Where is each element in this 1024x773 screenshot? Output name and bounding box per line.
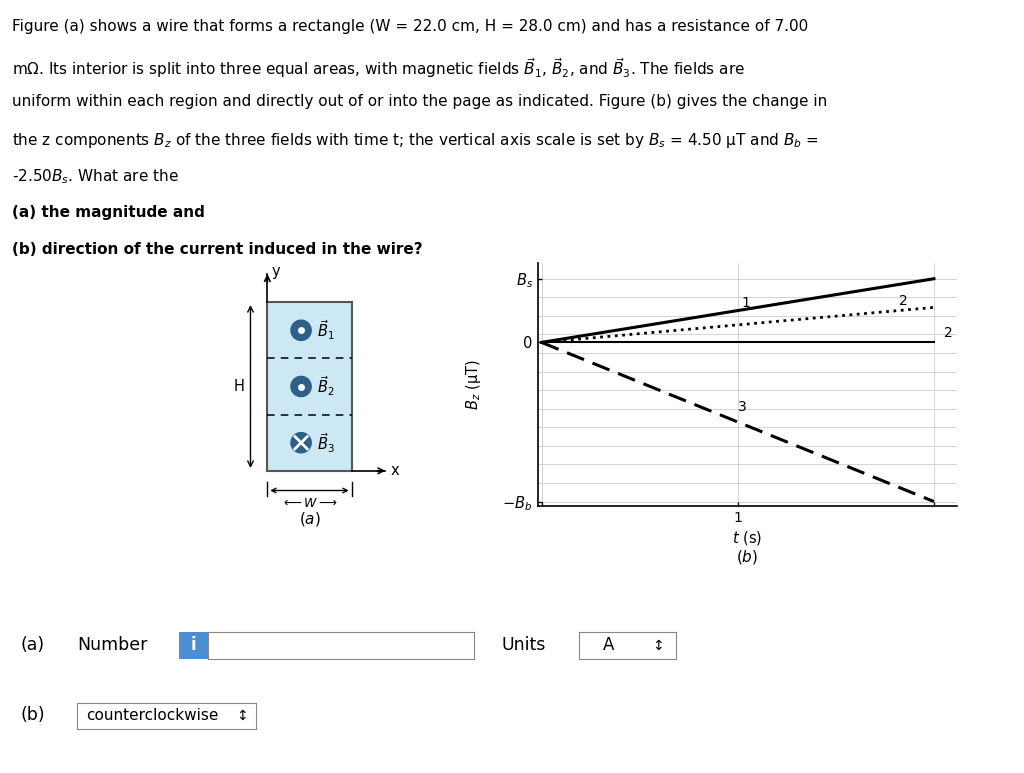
Circle shape bbox=[291, 376, 311, 397]
Text: mΩ. Its interior is split into three equal areas, with magnetic fields $\vec{B}_: mΩ. Its interior is split into three equ… bbox=[12, 56, 745, 80]
Text: (b): (b) bbox=[20, 706, 45, 724]
Text: (a) the magnitude and: (a) the magnitude and bbox=[12, 205, 205, 220]
Text: x: x bbox=[391, 463, 399, 478]
Text: 1: 1 bbox=[741, 296, 751, 310]
Text: y: y bbox=[271, 264, 280, 279]
Text: i: i bbox=[190, 636, 197, 655]
Text: ↕: ↕ bbox=[652, 638, 665, 652]
Text: Figure (a) shows a wire that forms a rectangle (W = 22.0 cm, H = 28.0 cm) and ha: Figure (a) shows a wire that forms a rec… bbox=[12, 19, 809, 34]
Text: $\vec{B}_1$: $\vec{B}_1$ bbox=[316, 318, 335, 342]
Text: A: A bbox=[603, 636, 614, 655]
Text: $(a)$: $(a)$ bbox=[299, 509, 321, 528]
Text: counterclockwise: counterclockwise bbox=[86, 708, 218, 724]
Text: -2.50$B_s$. What are the: -2.50$B_s$. What are the bbox=[12, 168, 179, 186]
Y-axis label: $B_z$ (μT): $B_z$ (μT) bbox=[464, 359, 483, 410]
Text: ↕: ↕ bbox=[236, 709, 248, 723]
Text: $(b)$: $(b)$ bbox=[736, 548, 759, 566]
Circle shape bbox=[297, 326, 305, 334]
Text: uniform within each region and directly out of or into the page as indicated. Fi: uniform within each region and directly … bbox=[12, 94, 827, 108]
Text: the z components $B_z$ of the three fields with time t; the vertical axis scale : the z components $B_z$ of the three fiel… bbox=[12, 131, 819, 150]
Circle shape bbox=[291, 433, 311, 453]
Text: $\vec{B}_2$: $\vec{B}_2$ bbox=[316, 375, 335, 398]
Text: $\longleftarrow W \longrightarrow$: $\longleftarrow W \longrightarrow$ bbox=[281, 497, 338, 510]
Bar bbox=[267, 302, 351, 471]
Text: Number: Number bbox=[77, 636, 147, 655]
Text: (a): (a) bbox=[20, 636, 45, 655]
Text: Units: Units bbox=[502, 636, 546, 655]
Text: $\vec{B}_3$: $\vec{B}_3$ bbox=[316, 431, 335, 455]
Circle shape bbox=[291, 320, 311, 340]
Text: 3: 3 bbox=[737, 400, 746, 414]
X-axis label: $t$ (s): $t$ (s) bbox=[732, 530, 763, 547]
Text: (b) direction of the current induced in the wire?: (b) direction of the current induced in … bbox=[12, 242, 423, 257]
Text: H: H bbox=[233, 379, 245, 394]
Text: 2: 2 bbox=[899, 294, 907, 308]
Text: 2: 2 bbox=[944, 326, 952, 340]
